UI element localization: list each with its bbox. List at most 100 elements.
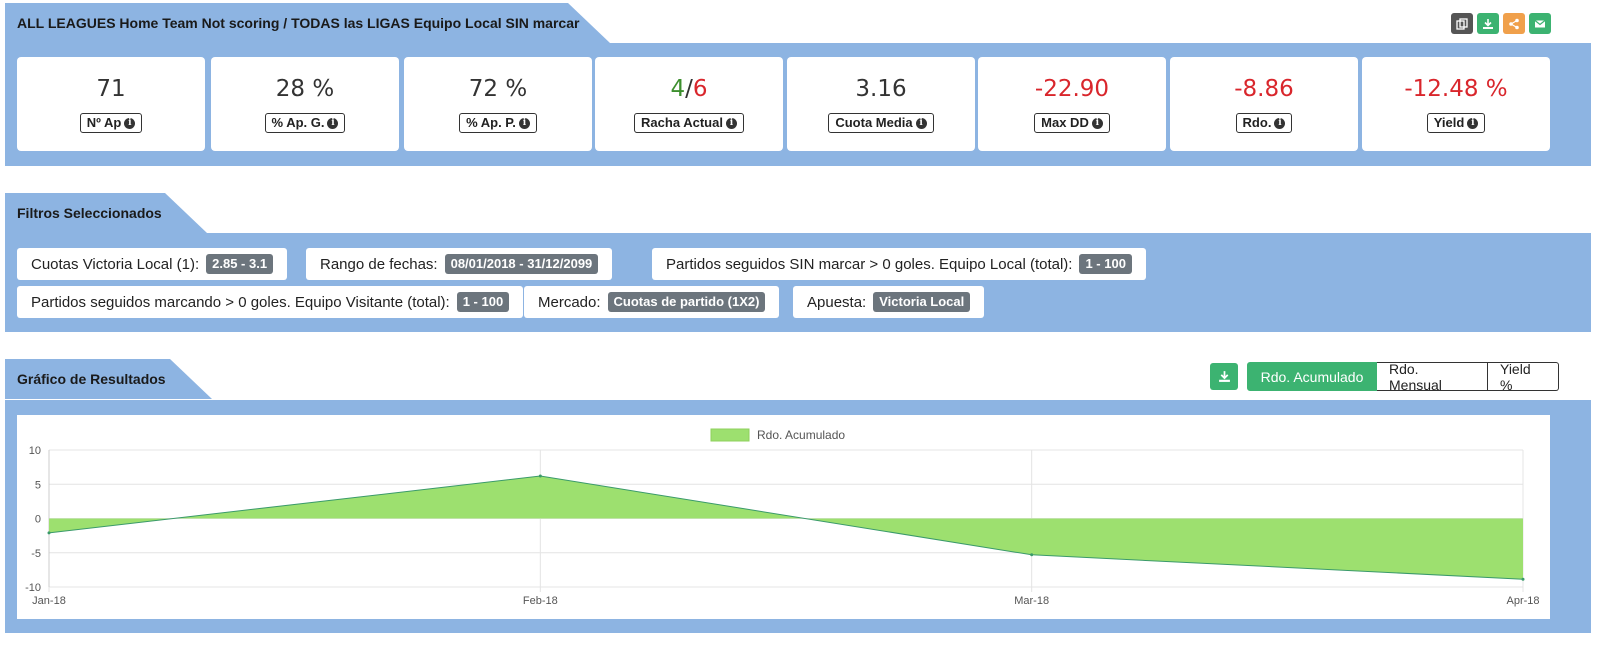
x-tick-label: Mar-18 [1014, 595, 1049, 607]
page-title-tab: ALL LEAGUES Home Team Not scoring / TODA… [5, 3, 610, 43]
filter-chip: Rango de fechas: 08/01/2018 - 31/12/2099 [306, 248, 613, 280]
stat-label[interactable]: Racha Actual i [634, 113, 744, 133]
filter-chip: Mercado: Cuotas de partido (1X2) [524, 286, 780, 318]
chart-download-button[interactable] [1210, 363, 1238, 390]
filters-panel: Cuotas Victoria Local (1): 2.85 - 3.1 Ra… [5, 233, 1591, 332]
stat-label[interactable]: Max DD i [1034, 113, 1110, 133]
stats-panel: 71 Nº Ap i 28 %% Ap. G. i 72 %% Ap. P. i 4/6 Rac… [5, 43, 1591, 166]
download-button[interactable] [1477, 13, 1499, 34]
x-tick-label: Jan-18 [32, 595, 66, 607]
stat-label-text: Yield [1433, 115, 1465, 130]
series-area [49, 476, 1523, 580]
filter-label: Partidos seguidos SIN marcar > 0 goles. … [666, 255, 1073, 273]
stat-label[interactable]: Nº Ap i [79, 113, 143, 133]
legend-swatch [710, 428, 750, 442]
filters-title: Filtros Seleccionados [17, 205, 162, 221]
results-title-tab: Gráfico de Resultados [5, 359, 212, 399]
info-icon[interactable]: i [518, 117, 530, 129]
download-icon [1483, 18, 1493, 29]
stat-value: 4/6 [670, 75, 707, 103]
x-tick-label: Feb-18 [523, 595, 558, 607]
share-icon [1509, 18, 1519, 29]
x-tick-label: Apr-18 [1506, 595, 1539, 607]
filter-label: Cuotas Victoria Local (1): [31, 255, 200, 273]
stat-value: 72 % [468, 76, 528, 102]
y-tick-label: -10 [25, 582, 41, 594]
data-point [1521, 577, 1525, 581]
tab-rdo-acumulado[interactable]: Rdo. Acumulado [1247, 362, 1377, 391]
stat-label-text: Max DD [1041, 115, 1089, 130]
data-point [47, 531, 51, 535]
filter-value-badge: Cuotas de partido (1X2) [607, 292, 766, 312]
filter-label: Mercado: [538, 293, 601, 311]
filter-value-badge: 1 - 100 [1079, 254, 1132, 274]
stat-label-text: Racha Actual [641, 115, 723, 130]
stat-label[interactable]: % Ap. G. i [264, 113, 346, 133]
series-line [48, 475, 1524, 580]
copy-icon [1456, 17, 1468, 30]
streak-losses: 6 [692, 76, 708, 102]
tab-yield[interactable]: Yield % [1488, 361, 1559, 393]
info-icon[interactable]: i [1467, 117, 1479, 129]
filters-title-tab: Filtros Seleccionados [5, 193, 207, 233]
info-icon[interactable]: i [725, 117, 737, 129]
filter-value-badge: 08/01/2018 - 31/12/2099 [444, 254, 599, 274]
filter-chip: Partidos seguidos marcando > 0 goles. Eq… [17, 286, 524, 318]
stat-card: 72 % % Ap. P. i [404, 57, 592, 151]
share-button[interactable] [1503, 13, 1525, 34]
filter-value-badge: 1 - 100 [456, 292, 510, 312]
stat-value: 3.16 [855, 76, 907, 102]
y-tick-label: 0 [35, 514, 41, 526]
stat-card: 28 % % Ap. G. i [211, 57, 399, 151]
stat-label[interactable]: % Ap. P. i [459, 113, 537, 133]
stat-value: -8.86 [1234, 76, 1294, 102]
info-icon[interactable]: i [915, 117, 927, 129]
filter-value-badge: Victoria Local [873, 292, 971, 312]
stat-card: -8.86 Rdo. i [1170, 57, 1358, 151]
stat-label-text: % Ap. P. [466, 115, 516, 130]
stat-value: 28 % [275, 76, 335, 102]
filter-label: Partidos seguidos marcando > 0 goles. Eq… [31, 293, 450, 311]
copy-button[interactable] [1451, 13, 1473, 34]
tab-rdo-mensual[interactable]: Rdo. Mensual [1377, 361, 1488, 393]
data-point [1030, 553, 1034, 557]
email-button[interactable] [1529, 13, 1551, 34]
filter-chip: Cuotas Victoria Local (1): 2.85 - 3.1 [17, 248, 288, 280]
stat-value: 71 [96, 76, 126, 102]
stat-label-text: Nº Ap [86, 115, 122, 130]
info-icon[interactable]: i [1091, 117, 1103, 129]
filter-chip: Partidos seguidos SIN marcar > 0 goles. … [652, 248, 1146, 280]
chart-mode-toggle: Rdo. Acumulado Rdo. Mensual Yield % [1247, 361, 1559, 393]
info-icon[interactable]: i [124, 117, 136, 129]
filter-label: Apuesta: [807, 293, 867, 311]
y-tick-label: -5 [31, 548, 41, 560]
streak-wins: 4 [670, 76, 686, 102]
page-title: ALL LEAGUES Home Team Not scoring / TODA… [17, 15, 580, 31]
stat-label[interactable]: Rdo. i [1235, 113, 1293, 133]
stat-card: -22.90 Max DD i [978, 57, 1166, 151]
email-icon [1534, 19, 1546, 27]
y-tick-label: 5 [35, 479, 41, 491]
stat-label[interactable]: Yield i [1426, 113, 1486, 133]
chart-card: 10 5 0 -5 -10 Jan-18 Feb-18 Mar-18 Apr-18 Rdo. Ac… [17, 415, 1550, 619]
stat-label-text: Cuota Media [835, 115, 913, 130]
filter-label: Rango de fechas: [320, 255, 438, 273]
filter-chip: Apuesta: Victoria Local [793, 286, 985, 318]
stat-value: -12.48 % [1404, 76, 1508, 102]
y-tick-label: 10 [29, 445, 41, 457]
stat-card: 71 Nº Ap i [17, 57, 205, 151]
stat-label-text: Rdo. [1242, 115, 1272, 130]
download-icon [1218, 371, 1230, 382]
stat-label[interactable]: Cuota Media i [828, 113, 934, 133]
stat-card: 4/6 Racha Actual i [595, 57, 783, 151]
info-icon[interactable]: i [1274, 117, 1286, 129]
results-title: Gráfico de Resultados [17, 371, 166, 387]
stat-card: 3.16 Cuota Media i [787, 57, 975, 151]
info-icon[interactable]: i [327, 117, 339, 129]
data-point [538, 474, 542, 478]
legend-label: Rdo. Acumulado [757, 428, 845, 442]
streak-separator: / [685, 76, 693, 102]
stat-card: -12.48 % Yield i [1362, 57, 1550, 151]
filter-value-badge: 2.85 - 3.1 [206, 254, 274, 274]
